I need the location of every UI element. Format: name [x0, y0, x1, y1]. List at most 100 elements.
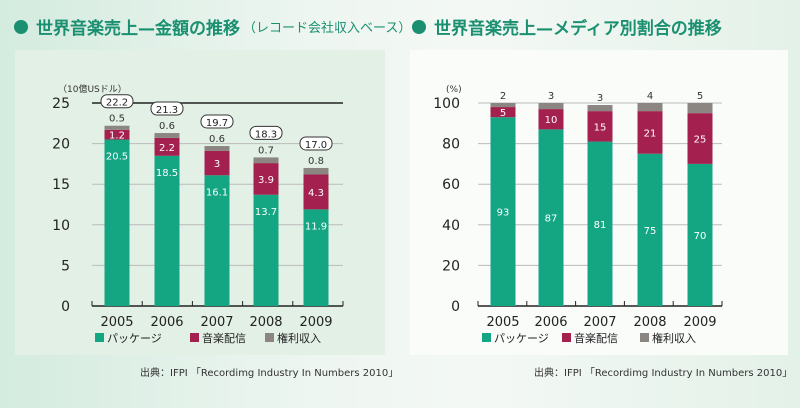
legend-swatch — [95, 333, 104, 342]
y-axis-label: (%) — [446, 85, 462, 95]
y-tick-label: 25 — [52, 96, 70, 112]
bar-権利収入 — [303, 167, 329, 175]
bar-権利収入 — [204, 146, 230, 151]
legend-swatch — [190, 333, 199, 342]
x-tick-label: 2008 — [633, 315, 666, 330]
bar-権利収入 — [587, 105, 613, 112]
total-label: 21.3 — [156, 105, 178, 116]
bar-パッケージ — [587, 141, 613, 306]
legend-label: 音楽配信 — [202, 331, 246, 345]
data-label: 11.9 — [305, 221, 327, 232]
x-tick-label: 2005 — [100, 315, 133, 330]
x-tick-label: 2006 — [534, 315, 567, 330]
data-label: 2 — [500, 91, 506, 102]
data-label: 4 — [647, 91, 653, 102]
y-tick-label: 40 — [442, 218, 460, 234]
legend-label: パッケージ — [107, 332, 162, 345]
total-badge — [200, 114, 234, 129]
y-tick-label: 15 — [52, 177, 70, 193]
x-tick-label: 2008 — [249, 315, 282, 330]
bar-パッケージ — [253, 194, 279, 306]
x-tick-label: 2006 — [150, 315, 183, 330]
y-tick-label: 80 — [442, 137, 460, 153]
legend-swatch — [562, 333, 571, 342]
bar-パッケージ — [303, 209, 329, 306]
y-tick-label: 60 — [442, 177, 460, 193]
chart1-title: 世界音楽売上—金額の推移 （レコード会社収入ベース） — [14, 14, 411, 39]
legend-swatch — [640, 333, 649, 342]
data-label: 75 — [644, 226, 657, 237]
chart2-title-text: 世界音楽売上—メディア別割合の推移 — [434, 19, 722, 39]
bar-権利収入 — [538, 103, 564, 110]
bullet-icon — [412, 19, 426, 34]
total-badge — [249, 125, 283, 140]
bar-パッケージ — [104, 139, 130, 306]
y-axis-label: （10億USドル） — [58, 83, 127, 95]
total-label: 22.2 — [106, 98, 128, 109]
data-label: 1.2 — [109, 131, 125, 142]
total-label: 17.0 — [305, 140, 327, 151]
data-label: 0.6 — [209, 134, 225, 145]
data-label: 87 — [545, 214, 558, 225]
bar-権利収入 — [154, 133, 180, 138]
data-label: 0.8 — [308, 156, 324, 167]
bar-権利収入 — [104, 125, 130, 130]
bar-音楽配信 — [587, 111, 613, 142]
chart2-source: 出典：IFPI 「Recordimg Industry In Numbers 2… — [534, 368, 793, 379]
data-label: 18.5 — [156, 168, 178, 179]
chart1-source: 出典：IFPI 「Recordimg Industry In Numbers 2… — [140, 368, 399, 379]
bar-パッケージ — [204, 175, 230, 306]
bar-音楽配信 — [104, 129, 130, 140]
x-tick-label: 2005 — [486, 315, 519, 330]
bar-権利収入 — [687, 103, 713, 114]
total-label: 18.3 — [255, 129, 277, 140]
data-label: 10 — [545, 115, 558, 126]
y-tick-label: 0 — [61, 299, 70, 315]
bar-音楽配信 — [538, 109, 564, 130]
y-tick-label: 5 — [61, 258, 70, 274]
bar-パッケージ — [154, 155, 180, 306]
bar-パッケージ — [687, 163, 713, 306]
bar-パッケージ — [538, 129, 564, 306]
data-label: 3 — [548, 91, 554, 102]
legend-label: 権利収入 — [652, 331, 696, 345]
chart2-title: 世界音楽売上—メディア別割合の推移 — [412, 14, 722, 39]
y-tick-label: 100 — [433, 96, 460, 112]
x-tick-label: 2009 — [683, 315, 716, 330]
bar-音楽配信 — [204, 150, 230, 176]
chart1-subtitle: （レコード会社収入ベース） — [243, 21, 412, 36]
data-label: 3 — [597, 93, 603, 104]
data-label: 5 — [697, 91, 703, 102]
bar-音楽配信 — [637, 111, 663, 154]
legend-swatch — [265, 333, 274, 342]
legend-label: 権利収入 — [277, 331, 321, 345]
total-badge — [100, 94, 134, 109]
data-label: 0.7 — [258, 145, 274, 156]
data-label: 0.5 — [109, 114, 125, 125]
y-tick-label: 20 — [52, 137, 70, 153]
data-label: 16.1 — [206, 187, 228, 198]
bar-音楽配信 — [490, 107, 516, 118]
bar-音楽配信 — [687, 113, 713, 164]
bar-パッケージ — [490, 117, 516, 307]
bar-音楽配信 — [154, 137, 180, 156]
legend-label: 音楽配信 — [574, 331, 618, 345]
data-label: 70 — [694, 231, 707, 242]
x-tick-label: 2007 — [200, 315, 233, 330]
data-label: 5 — [500, 108, 506, 119]
bar-権利収入 — [490, 103, 516, 108]
total-label: 19.7 — [206, 118, 228, 129]
bar-パッケージ — [637, 153, 663, 306]
data-label: 20.5 — [106, 152, 128, 163]
y-tick-label: 20 — [442, 258, 460, 274]
bar-権利収入 — [253, 157, 279, 164]
data-label: 93 — [497, 208, 510, 219]
data-label: 3 — [214, 159, 220, 170]
legend-swatch — [482, 333, 491, 342]
x-tick-label: 2009 — [299, 315, 332, 330]
total-badge — [150, 101, 184, 116]
data-label: 81 — [594, 220, 607, 231]
data-label: 2.2 — [159, 143, 175, 154]
y-tick-label: 10 — [52, 218, 70, 234]
legend-label: パッケージ — [494, 332, 549, 345]
